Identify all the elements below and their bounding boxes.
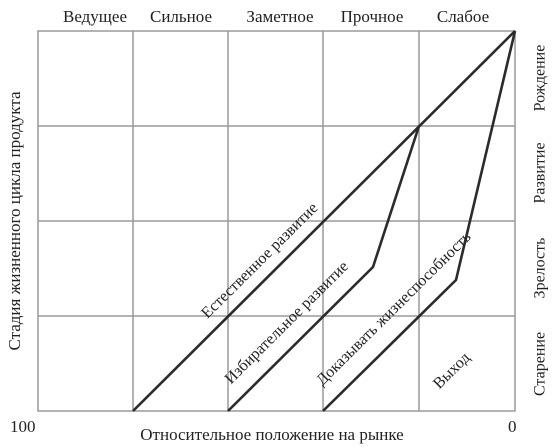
label-exit: Выход (430, 349, 474, 392)
top-label-leading: Ведущее (63, 7, 127, 26)
right-labels: Рождение Развитие Зрелость Старение (532, 45, 549, 396)
x-axis-left-value: 100 (10, 417, 36, 436)
y-axis-title: Стадия жизненного цикла продукта (5, 91, 24, 350)
top-label-weak: Слабое (437, 7, 489, 26)
x-axis-right-value: 0 (508, 417, 517, 436)
selective-development-line (227, 125, 421, 412)
top-label-strong: Сильное (150, 7, 212, 26)
x-axis-title: Относительное положение на рынке (140, 425, 403, 444)
top-label-notable: Заметное (246, 7, 313, 26)
natural-development-line (132, 30, 516, 412)
stage-label-birth: Рождение (532, 45, 549, 112)
strategy-lines (132, 30, 517, 412)
top-label-solid: Прочное (341, 7, 404, 26)
stage-label-aging: Старение (532, 332, 549, 396)
grid (37, 30, 516, 412)
top-labels: Ведущее Сильное Заметное Прочное Слабое (63, 7, 489, 26)
stage-label-growth: Развитие (532, 142, 549, 203)
prove-viability-line (322, 30, 517, 412)
stage-label-maturity: Зрелость (532, 238, 549, 299)
strategy-labels: Естественное развитие Избирательное разв… (198, 200, 474, 393)
